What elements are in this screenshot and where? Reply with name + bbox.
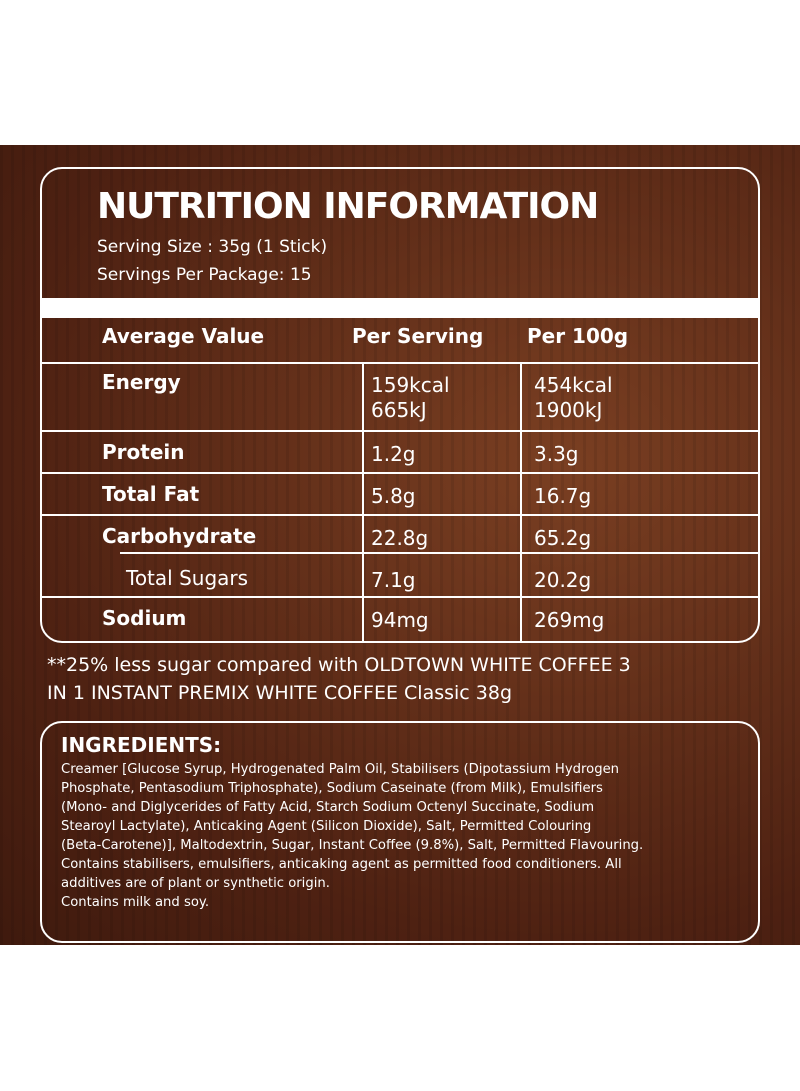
row-divider bbox=[41, 362, 759, 364]
row-divider bbox=[41, 514, 759, 516]
servings-per-package: Servings Per Package: 15 bbox=[97, 265, 312, 285]
row-label: Total Sugars bbox=[126, 566, 249, 590]
per-100g: 16.7g bbox=[534, 484, 592, 508]
ingredients-line: Contains stabilisers, emulsifiers, antic… bbox=[61, 857, 622, 872]
row-divider bbox=[41, 472, 759, 474]
nutrition-panel bbox=[40, 167, 760, 643]
ingredients-title: INGREDIENTS: bbox=[61, 733, 222, 757]
row-label: Energy bbox=[102, 370, 181, 394]
per-100g: 454kcal bbox=[534, 373, 613, 397]
column-header: Per 100g bbox=[527, 324, 629, 348]
row-label: Sodium bbox=[102, 606, 187, 630]
per-100g: 65.2g bbox=[534, 526, 592, 550]
column-header: Average Value bbox=[102, 324, 265, 348]
column-header: Per Serving bbox=[352, 324, 484, 348]
column-divider bbox=[520, 362, 522, 642]
per-100g: 3.3g bbox=[534, 442, 579, 466]
ingredients-line: Creamer [Glucose Syrup, Hydrogenated Pal… bbox=[61, 762, 620, 777]
ingredients-line: (Mono- and Diglycerides of Fatty Acid, S… bbox=[61, 800, 595, 815]
ingredients-line: additives are of plant or synthetic orig… bbox=[61, 876, 330, 891]
serving-size: Serving Size : 35g (1 Stick) bbox=[97, 237, 328, 257]
per-serving: 665kJ bbox=[371, 398, 427, 422]
column-divider bbox=[362, 362, 364, 642]
ingredients-line: (Beta-Carotene)], Maltodextrin, Sugar, I… bbox=[61, 838, 644, 853]
ingredients-line: Contains milk and soy. bbox=[61, 895, 210, 910]
background bbox=[0, 145, 800, 945]
per-100g: 1900kJ bbox=[534, 398, 603, 422]
row-divider bbox=[41, 430, 759, 432]
per-serving: 94mg bbox=[371, 608, 429, 632]
row-divider bbox=[120, 552, 759, 554]
per-serving: 22.8g bbox=[371, 526, 429, 550]
row-label: Total Fat bbox=[102, 482, 200, 506]
row-label: Carbohydrate bbox=[102, 524, 257, 548]
ingredients-panel bbox=[40, 721, 760, 943]
per-100g: 269mg bbox=[534, 608, 605, 632]
title: NUTRITION INFORMATION bbox=[97, 186, 599, 227]
band bbox=[41, 298, 759, 318]
row-label: Protein bbox=[102, 440, 185, 464]
row-divider bbox=[41, 596, 759, 598]
per-100g: 20.2g bbox=[534, 568, 592, 592]
ingredients-line: Stearoyl Lactylate), Anticaking Agent (S… bbox=[61, 819, 592, 834]
per-serving: 5.8g bbox=[371, 484, 416, 508]
per-serving: 1.2g bbox=[371, 442, 416, 466]
per-serving: 159kcal bbox=[371, 373, 450, 397]
footnote: **25% less sugar compared with OLDTOWN W… bbox=[47, 654, 631, 676]
footnote: IN 1 INSTANT PREMIX WHITE COFFEE Classic… bbox=[47, 682, 513, 704]
per-serving: 7.1g bbox=[371, 568, 416, 592]
ingredients-line: Phosphate, Pentasodium Triphosphate), So… bbox=[61, 781, 603, 796]
